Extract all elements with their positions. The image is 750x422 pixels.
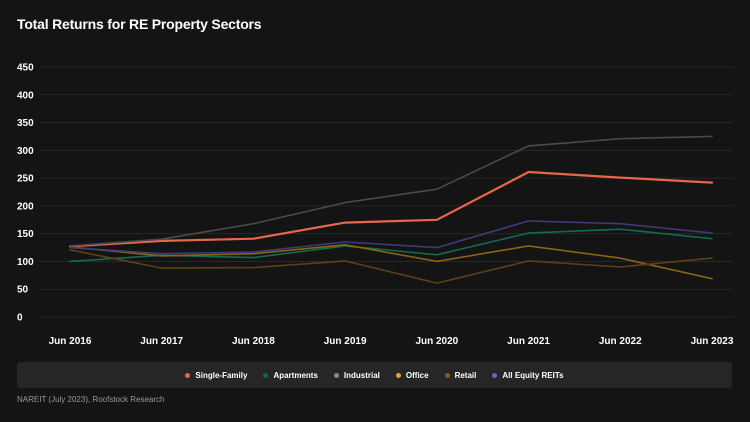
y-tick-label: 350 <box>17 118 34 129</box>
series-line-industrial <box>69 135 713 247</box>
x-tick-label: Jun 2020 <box>415 336 458 347</box>
y-tick-label: 400 <box>17 90 34 101</box>
legend-swatch <box>444 372 450 378</box>
legend-item: All Equity REITs <box>492 370 564 380</box>
x-tick-label: Jun 2023 <box>691 336 734 347</box>
y-tick-label: 100 <box>17 257 34 268</box>
series-line-single-family <box>68 170 714 248</box>
y-tick-label: 200 <box>17 201 34 212</box>
legend-label: All Equity REITs <box>502 370 564 380</box>
x-tick-label: Jun 2016 <box>49 336 92 347</box>
legend-item: Retail <box>444 370 477 380</box>
x-tick-label: Jun 2019 <box>324 336 367 347</box>
legend-label: Office <box>405 370 429 380</box>
legend-item: Office <box>395 370 429 380</box>
legend-swatch <box>185 372 191 378</box>
y-tick-label: 150 <box>17 229 34 240</box>
legend-swatch <box>492 372 498 378</box>
legend-swatch <box>333 372 339 378</box>
series-line-office <box>69 244 713 280</box>
series-line-all-equity-reits <box>69 220 713 255</box>
x-tick-label: Jun 2021 <box>507 336 550 347</box>
legend-label: Retail <box>454 370 477 380</box>
x-tick-label: Jun 2017 <box>140 336 183 347</box>
series-line-retail <box>69 249 713 284</box>
legend-item: Apartments <box>263 370 318 380</box>
legend-item: Industrial <box>333 370 380 380</box>
x-tick-label: Jun 2018 <box>232 336 275 347</box>
legend-swatch <box>395 372 401 378</box>
y-tick-label: 250 <box>17 174 34 185</box>
legend-label: Single-Family <box>195 370 248 380</box>
source-note: NAREIT (July 2023), Roofstock Research <box>17 395 165 404</box>
legend-label: Apartments <box>273 370 318 380</box>
chart-title: Total Returns for RE Property Sectors <box>17 16 262 32</box>
x-tick-label: Jun 2022 <box>599 336 642 347</box>
y-tick-label: 50 <box>17 285 29 296</box>
y-tick-label: 450 <box>17 63 34 74</box>
chart-legend: Single-Family Apartments Industrial Office R… <box>17 362 732 388</box>
y-tick-label: 300 <box>17 146 34 157</box>
y-tick-label: 0 <box>17 313 23 324</box>
legend-swatch <box>263 372 269 378</box>
legend-item: Single-Family <box>185 371 247 380</box>
legend-label: Industrial <box>343 370 380 380</box>
